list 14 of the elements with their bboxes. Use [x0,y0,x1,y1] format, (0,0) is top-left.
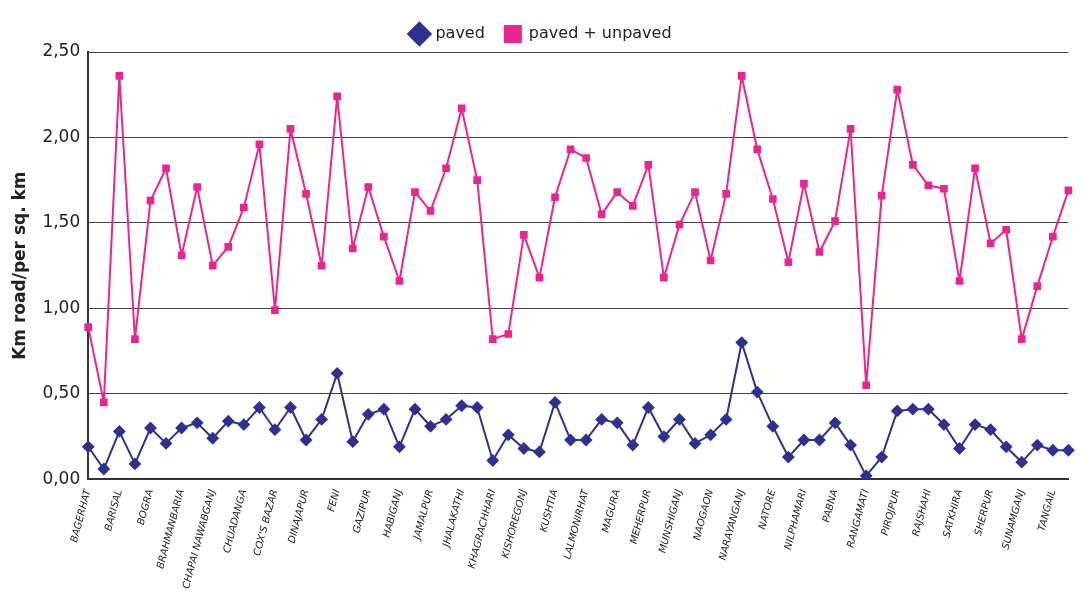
x-tick-label: NATORE [756,487,778,531]
y-tick-label: 2,00 [42,125,81,146]
y-tick-label: 0,50 [42,382,81,403]
y-tick-label: 1,50 [42,211,81,232]
y-tick-label: 1,00 [42,296,81,317]
y-tick-label: 2,50 [42,40,81,61]
y-axis-title: Km road/per sq. km [8,171,29,360]
legend-label: paved [435,23,485,43]
legend-label: paved + unpaved [528,23,672,43]
x-tick-label: COX'S BAZAR [251,488,280,557]
x-tick-label: BOGRA [134,488,155,527]
x-tick-label: PABNA [820,488,840,524]
y-tick-label: 0,00 [42,467,81,488]
x-tick-label: FENI [325,488,342,513]
